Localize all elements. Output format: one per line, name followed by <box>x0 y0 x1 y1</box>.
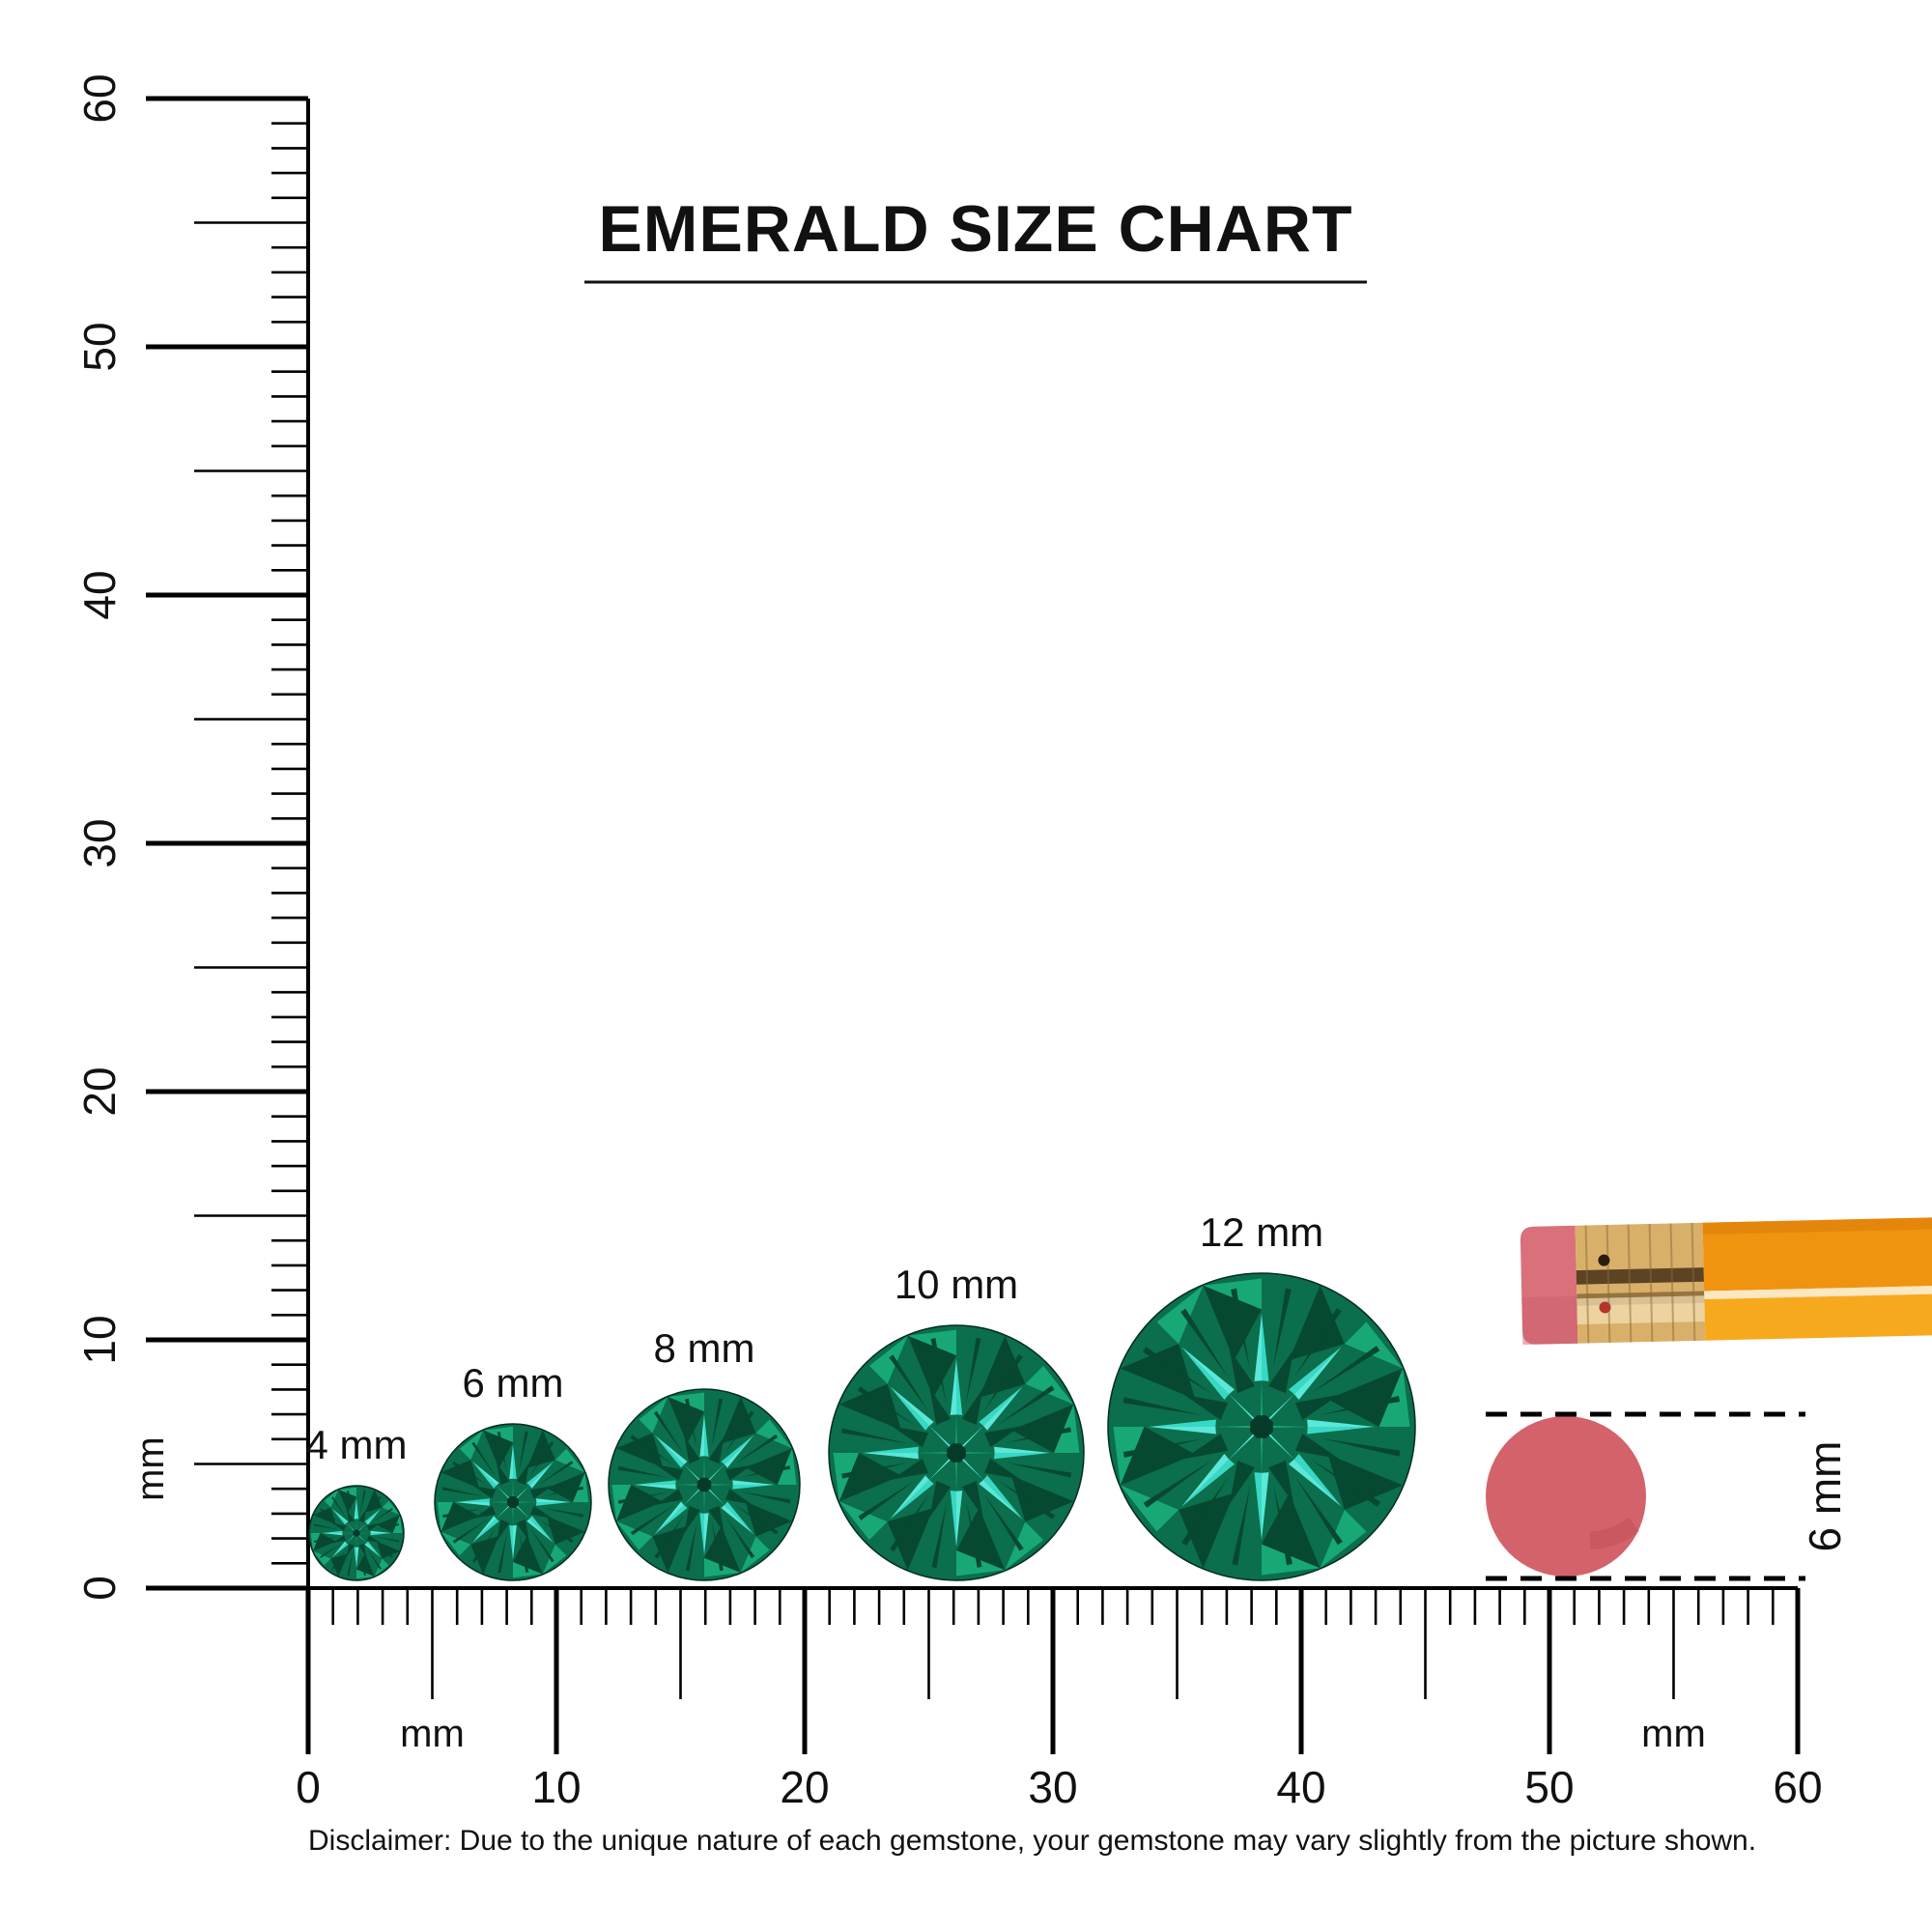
svg-text:6 mm: 6 mm <box>463 1360 564 1406</box>
svg-text:0: 0 <box>74 1576 125 1601</box>
svg-text:mm: mm <box>400 1713 465 1755</box>
svg-text:mm: mm <box>129 1436 172 1501</box>
svg-text:50: 50 <box>74 322 125 371</box>
svg-text:30: 30 <box>74 818 125 867</box>
svg-text:6 mm: 6 mm <box>1800 1441 1850 1552</box>
svg-text:4 mm: 4 mm <box>306 1422 408 1467</box>
svg-text:10: 10 <box>74 1315 125 1364</box>
svg-text:50: 50 <box>1524 1762 1574 1812</box>
svg-text:20: 20 <box>780 1762 829 1812</box>
svg-text:20: 20 <box>74 1066 125 1116</box>
svg-text:Disclaimer: Due to the unique: Disclaimer: Due to the unique nature of … <box>308 1825 1756 1857</box>
svg-text:30: 30 <box>1028 1762 1077 1812</box>
svg-text:EMERALD SIZE CHART: EMERALD SIZE CHART <box>598 192 1352 266</box>
svg-text:12 mm: 12 mm <box>1200 1209 1323 1255</box>
svg-text:10 mm: 10 mm <box>895 1262 1018 1307</box>
svg-text:40: 40 <box>74 570 125 619</box>
svg-text:8 mm: 8 mm <box>654 1325 755 1371</box>
svg-text:40: 40 <box>1276 1762 1325 1812</box>
svg-text:60: 60 <box>74 73 125 123</box>
svg-text:10: 10 <box>531 1762 581 1812</box>
svg-text:60: 60 <box>1773 1762 1822 1812</box>
svg-text:0: 0 <box>296 1762 321 1812</box>
svg-text:mm: mm <box>1641 1713 1706 1755</box>
